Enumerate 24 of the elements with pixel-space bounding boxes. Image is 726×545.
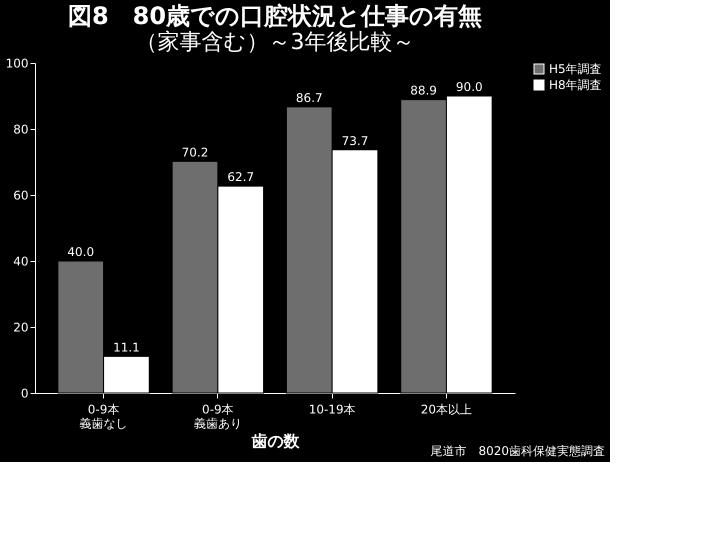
y-tick-label: 40 — [13, 254, 28, 268]
legend-label: H8年調査 — [549, 78, 602, 92]
data-label: 73.7 — [342, 134, 368, 148]
data-label: 62.7 — [227, 170, 254, 184]
data-label: 70.2 — [182, 145, 208, 160]
x-tick-label: 0-9本義歯あり — [194, 402, 242, 430]
x-tick-label: 0-9本義歯なし — [80, 402, 128, 430]
y-tick-label: 0 — [20, 386, 28, 400]
data-label: 11.1 — [113, 340, 140, 354]
y-tick-label: 20 — [13, 320, 28, 334]
x-axis-title: 歯の数 — [250, 432, 300, 450]
chart-title: 図8 80歳での口腔状況と仕事の有無 — [68, 2, 482, 30]
y-tick-label: 100 — [6, 56, 28, 70]
x-tick-label: 20本以上 — [420, 402, 472, 416]
legend-label: H5年調査 — [549, 62, 602, 76]
text: 尾道市 8020歯科保健実態調査 — [430, 444, 605, 458]
data-label: 86.7 — [296, 90, 323, 105]
data-label: 88.9 — [410, 84, 437, 98]
data-label: 90.0 — [456, 80, 483, 94]
y-tick-label: 60 — [13, 188, 28, 202]
y-tick-label: 80 — [13, 122, 28, 136]
chart-subtitle: （家事含む）～3年後比較～ — [136, 30, 414, 55]
data-label: 40.0 — [67, 245, 94, 259]
x-tick-label: 10-19本 — [308, 402, 356, 416]
